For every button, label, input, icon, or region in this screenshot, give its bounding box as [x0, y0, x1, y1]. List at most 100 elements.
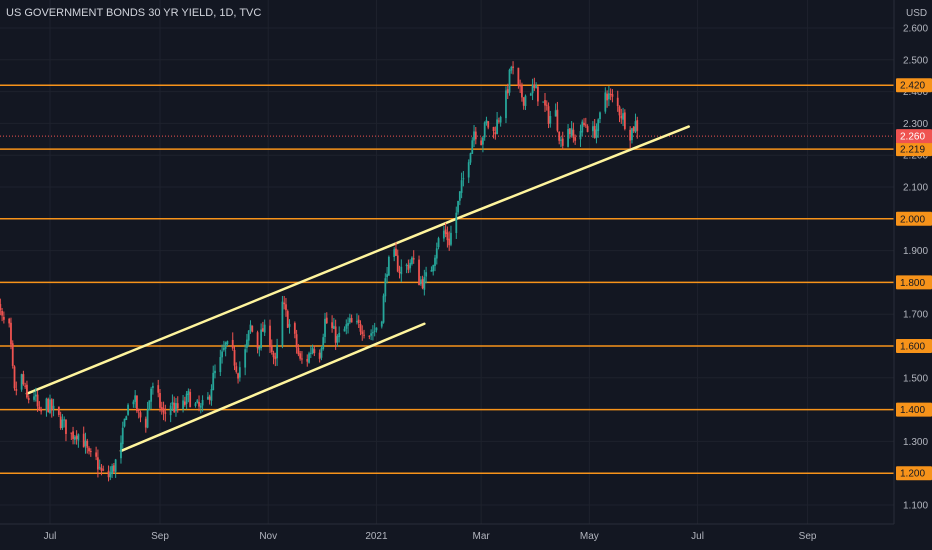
- candle-body: [338, 332, 341, 338]
- candle-body: [112, 465, 115, 472]
- candle-body: [586, 126, 589, 132]
- candle-body: [373, 330, 376, 332]
- candle-body: [430, 270, 433, 272]
- candle-body: [114, 459, 117, 472]
- horizontal-levels[interactable]: [0, 84, 894, 474]
- candle-body: [185, 393, 188, 404]
- candle-body: [72, 431, 74, 439]
- y-tick-label: 2.300: [903, 119, 928, 130]
- candle-body: [347, 322, 349, 326]
- candle-body: [183, 401, 186, 405]
- candle-body: [442, 230, 445, 239]
- trendline[interactable]: [25, 217, 458, 395]
- y-tick-label: 2.600: [903, 24, 928, 35]
- candle-body: [444, 229, 447, 234]
- level-price-label: 2.420: [900, 81, 925, 92]
- candle-body: [49, 399, 51, 413]
- candle-body: [11, 343, 14, 366]
- candle-body: [620, 115, 623, 119]
- candle-body: [325, 317, 328, 324]
- candle-body: [235, 366, 238, 372]
- level-price-badge: [896, 142, 932, 157]
- price-badges: 2.420 2.219 2.000 1.800 1.600 1.400 1.200 2.260: [896, 78, 932, 481]
- candle-body: [299, 353, 302, 359]
- candle-body: [63, 419, 66, 421]
- candle-body: [556, 109, 559, 131]
- trendlines[interactable]: [25, 125, 690, 453]
- candle-body: [107, 470, 110, 478]
- candle-body: [537, 86, 539, 102]
- candle-body: [604, 92, 607, 112]
- trendline[interactable]: [119, 322, 426, 453]
- candle-body: [632, 126, 635, 132]
- candle-body: [171, 402, 174, 405]
- candle-body: [618, 106, 621, 116]
- candle-body: [263, 324, 266, 333]
- candle-body: [455, 212, 458, 234]
- candle-body: [8, 318, 11, 324]
- candle-body: [386, 274, 388, 278]
- candle-body: [207, 396, 209, 400]
- x-tick-label: Jul: [44, 531, 57, 542]
- candle-body: [210, 389, 213, 401]
- level-price-label: 1.800: [900, 278, 925, 289]
- candle-body: [592, 126, 594, 132]
- candle-body: [411, 257, 413, 265]
- candle-body: [469, 153, 472, 163]
- candle-body: [375, 327, 378, 331]
- candle-body: [139, 412, 142, 418]
- candle-body: [75, 435, 78, 439]
- candle-body: [132, 401, 135, 405]
- candle-body: [483, 122, 486, 138]
- candle-body: [111, 466, 113, 474]
- candle-body: [127, 404, 129, 415]
- candle-body: [2, 316, 5, 320]
- candle-body: [425, 272, 428, 277]
- candle-body: [47, 398, 50, 413]
- candle-body: [102, 469, 105, 471]
- candle-body: [286, 311, 289, 328]
- trendline[interactable]: [455, 125, 690, 221]
- candle-body: [318, 352, 321, 359]
- candle-body: [295, 334, 298, 348]
- candle-body: [407, 265, 410, 270]
- candle-body: [412, 258, 415, 260]
- candle-body: [446, 232, 449, 241]
- candle-body: [462, 178, 465, 180]
- candle-body: [247, 330, 250, 341]
- candle-body: [297, 348, 300, 355]
- candle-body: [308, 353, 310, 363]
- candle-body: [313, 349, 316, 354]
- candle-body: [194, 403, 197, 406]
- candle-body: [199, 405, 202, 408]
- candle-body: [246, 339, 248, 348]
- candle-body: [584, 124, 587, 126]
- x-tick-label: Mar: [473, 531, 491, 542]
- candle-body: [231, 339, 234, 349]
- candle-body: [84, 440, 87, 447]
- candle-body: [10, 322, 12, 345]
- candle-body: [458, 191, 461, 201]
- candle-body: [361, 331, 364, 335]
- level-price-label: 1.200: [900, 469, 925, 480]
- candle-body: [529, 93, 532, 96]
- level-price-badge: [896, 275, 932, 290]
- candle-body: [434, 257, 436, 266]
- candle-body: [125, 416, 128, 421]
- candle-body: [226, 341, 229, 344]
- candle-body: [288, 324, 291, 327]
- y-tick-label: 1.100: [903, 501, 928, 512]
- candle-body: [554, 110, 557, 117]
- candle-body: [13, 366, 16, 389]
- candle-body: [82, 433, 85, 448]
- level-price-badge: [896, 78, 932, 93]
- time-axis[interactable]: Jul Sep Nov 2021 Mar May Jul Sep: [44, 531, 817, 542]
- candle-body: [409, 262, 412, 269]
- candle-body: [380, 321, 383, 327]
- candle-body: [175, 402, 177, 412]
- candle-body: [98, 466, 101, 469]
- candle-body: [423, 277, 426, 290]
- candle-body: [574, 137, 577, 141]
